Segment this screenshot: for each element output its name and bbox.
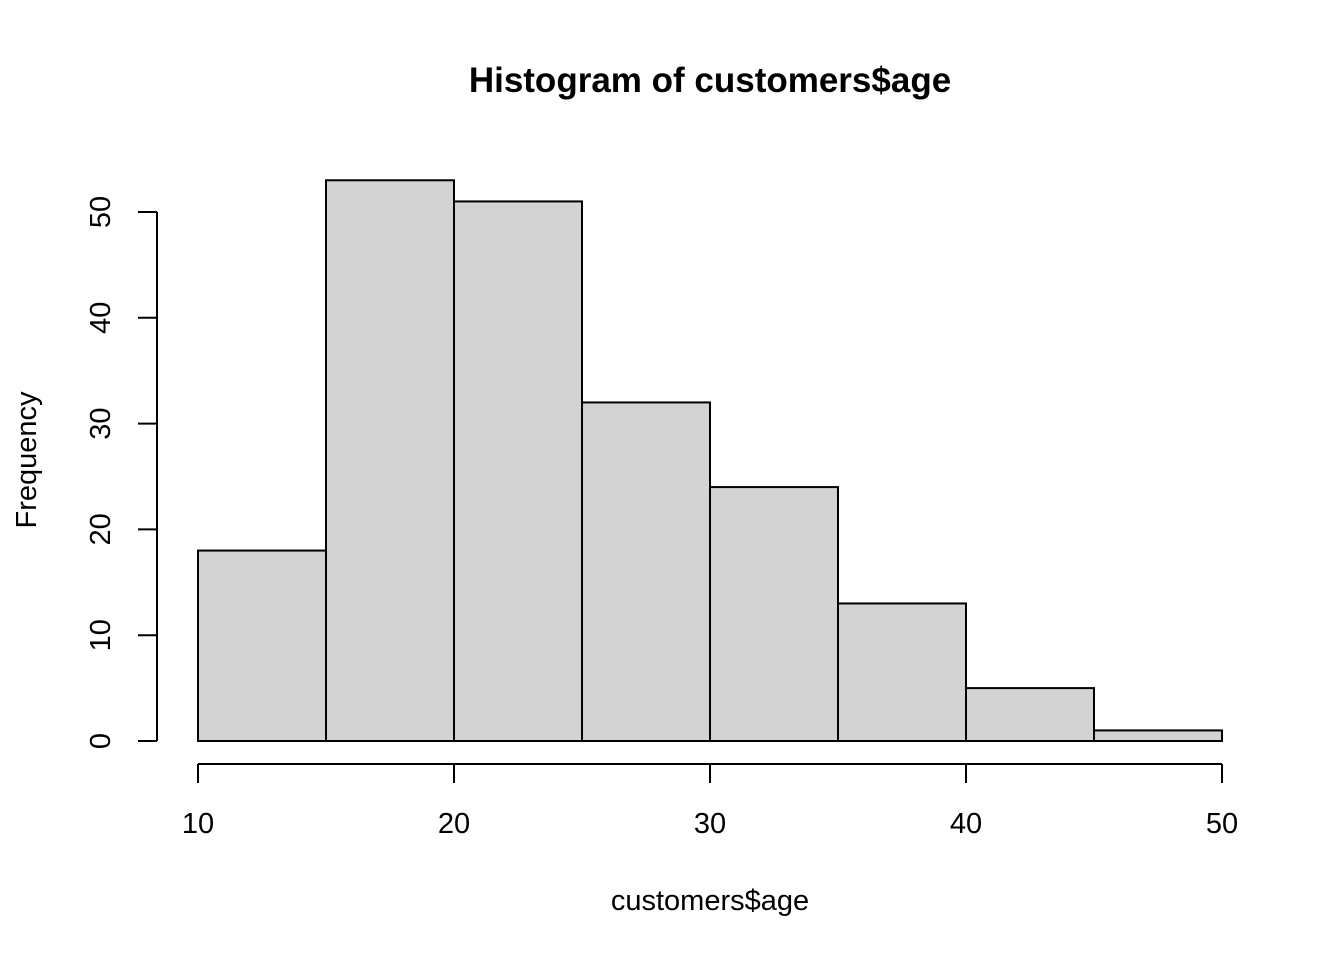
chart-title: Histogram of customers$age [469, 61, 951, 100]
y-tick-label-2: 20 [85, 513, 117, 545]
histogram-bar-0 [197, 549, 327, 742]
histogram-bar-5 [837, 602, 967, 743]
y-tick-label-1: 10 [85, 619, 117, 651]
bars-group [197, 179, 1223, 743]
x-tick-label-1: 20 [438, 808, 470, 840]
x-axis-label: customers$age [611, 885, 809, 917]
histogram-bar-3 [581, 401, 711, 742]
y-tick-label-3: 30 [85, 407, 117, 439]
y-axis-ticks: 0 10 20 30 40 50 [85, 196, 157, 749]
x-tick-label-4: 50 [1206, 808, 1238, 840]
histogram-bar-1 [325, 179, 455, 742]
y-tick-label-0: 0 [85, 733, 117, 749]
y-tick-label-5: 50 [85, 196, 117, 228]
histogram-bar-7 [1093, 729, 1223, 742]
y-axis-label: Frequency [11, 391, 43, 529]
x-axis-ticks: 10 20 30 40 50 [182, 764, 1238, 840]
histogram-bar-6 [965, 687, 1095, 742]
histogram-bar-2 [453, 200, 583, 743]
histogram-bar-4 [709, 486, 839, 742]
y-tick-label-4: 40 [85, 302, 117, 334]
x-tick-label-2: 30 [694, 808, 726, 840]
x-tick-label-3: 40 [950, 808, 982, 840]
x-tick-label-0: 10 [182, 808, 214, 840]
